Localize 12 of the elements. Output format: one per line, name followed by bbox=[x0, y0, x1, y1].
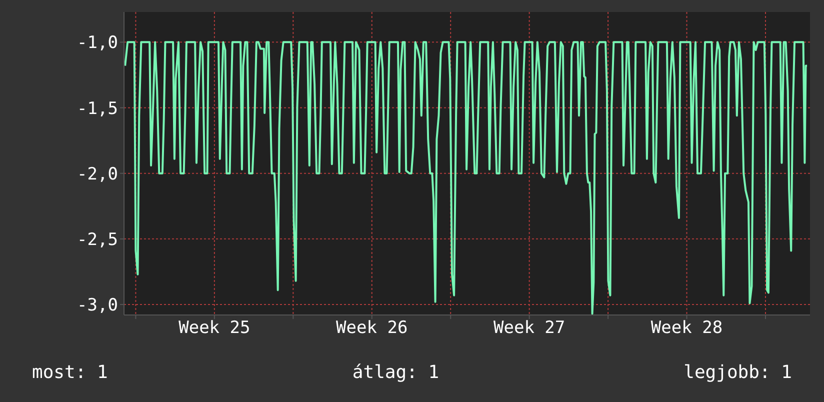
y-tick-label: -1,0 bbox=[77, 33, 118, 54]
text: legjobb: 1 bbox=[684, 362, 792, 383]
y-tick-label: -2,0 bbox=[77, 164, 118, 184]
x-tick-label: Week 27 bbox=[493, 318, 566, 338]
text: átlag: 1 bbox=[352, 362, 440, 383]
x-tick-label: Week 25 bbox=[178, 318, 250, 338]
y-tick-label: -1,5 bbox=[77, 98, 118, 119]
x-tick-label: Week 26 bbox=[336, 318, 408, 338]
y-tick-label: -2,5 bbox=[77, 230, 118, 250]
x-tick-label: Week 28 bbox=[650, 318, 723, 338]
y-tick-label: -3,0 bbox=[77, 296, 118, 316]
text: most: 1 bbox=[32, 362, 108, 383]
